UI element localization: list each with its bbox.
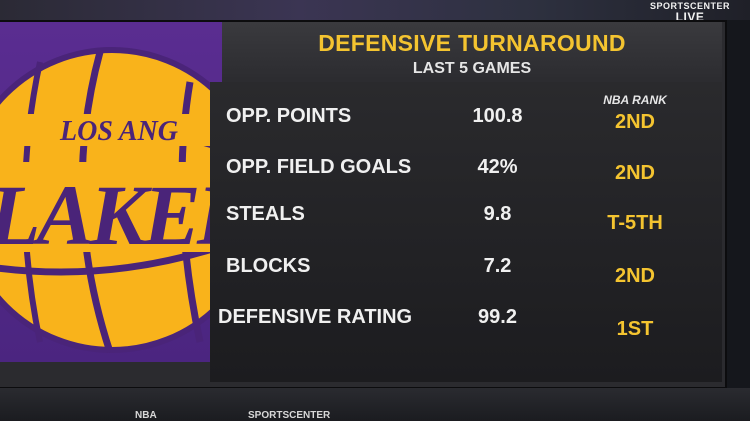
stat-value: 7.2 <box>483 255 512 277</box>
graphic-subtitle: LAST 5 GAMES <box>412 60 532 77</box>
stats-table-panel <box>210 82 722 382</box>
stat-row: STEALS 9.8 T-5TH <box>0 203 750 243</box>
stat-rank: T-5TH <box>607 212 663 234</box>
bottom-ticker-bar <box>0 388 750 421</box>
stat-label: OPP. POINTS <box>226 105 352 127</box>
stat-rank: 1ST <box>616 318 654 340</box>
lakers-logo: LOS ANG LAKERS <box>0 47 222 354</box>
stat-label: STEALS <box>226 203 305 225</box>
stat-value: 99.2 <box>478 306 517 328</box>
stat-rank: 2ND <box>614 162 655 184</box>
stat-label: OPP. FIELD GOALS <box>226 156 412 178</box>
graphic-title: DEFENSIVE TURNAROUND <box>318 30 626 56</box>
rank-column-header: NBA RANK <box>603 93 667 107</box>
stat-rank: 2ND <box>614 111 655 133</box>
stat-row: OPP. POINTS 100.8 2ND <box>0 105 750 145</box>
stat-label: DEFENSIVE RATING <box>218 306 413 328</box>
stat-value: 9.8 <box>483 203 512 225</box>
stat-row: DEFENSIVE RATING 99.2 1ST <box>0 306 750 346</box>
stat-value: 100.8 <box>472 105 523 127</box>
network-name: SPORTSCENTER <box>649 1 730 11</box>
svg-text:LAKERS: LAKERS <box>0 167 222 263</box>
graphic-header-panel <box>222 22 722 84</box>
svg-text:LOS ANG: LOS ANG <box>59 116 178 147</box>
ticker-label: SPORTSCENTER <box>248 410 331 421</box>
studio-background <box>0 0 750 20</box>
stat-label: BLOCKS <box>226 255 311 277</box>
stat-row: BLOCKS 7.2 2ND <box>0 255 750 295</box>
team-logo-panel: LOS ANG LAKERS <box>0 22 222 362</box>
stat-rank: 2ND <box>614 265 655 287</box>
ticker-label: NBA <box>135 410 157 421</box>
stat-value: 42% <box>477 156 518 178</box>
stat-row: OPP. FIELD GOALS 42% 2ND <box>0 156 750 196</box>
